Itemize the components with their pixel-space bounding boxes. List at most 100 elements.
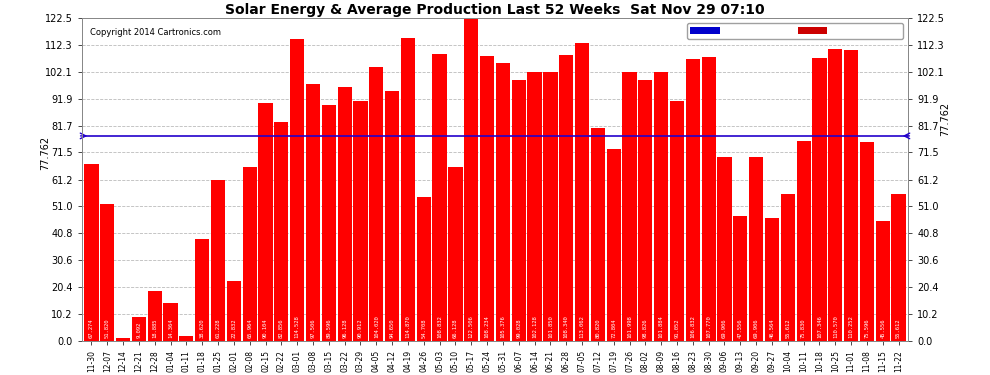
Bar [512,80,526,341]
Bar [433,54,446,341]
Bar [623,72,637,341]
Text: 98.826: 98.826 [643,319,647,338]
Bar [417,197,431,341]
Bar [797,141,811,341]
Bar [654,72,668,341]
Bar [813,58,827,341]
Text: 80.820: 80.820 [595,319,600,338]
Text: 114.528: 114.528 [295,315,300,338]
Text: 114.870: 114.870 [406,315,411,338]
Bar [749,157,763,341]
Text: 72.804: 72.804 [611,319,616,338]
Text: 110.252: 110.252 [848,315,853,338]
Text: 65.964: 65.964 [248,319,252,338]
Bar [480,56,494,341]
Text: 97.506: 97.506 [311,319,316,338]
Text: 47.556: 47.556 [738,319,742,338]
Bar [353,101,367,341]
Text: 51.820: 51.820 [105,319,110,338]
Bar [227,281,241,341]
Text: 89.596: 89.596 [327,319,332,338]
Text: 101.884: 101.884 [658,315,663,338]
Text: 67.274: 67.274 [89,319,94,338]
Text: 22.832: 22.832 [232,319,237,338]
Bar [448,166,462,341]
Text: 61.228: 61.228 [216,319,221,338]
Text: 14.364: 14.364 [168,319,173,338]
Bar [496,63,510,341]
Bar [195,239,209,341]
Bar [702,57,716,341]
Bar [544,72,557,341]
Text: 38.620: 38.620 [200,319,205,338]
Bar [306,84,320,341]
Text: 90.104: 90.104 [263,319,268,338]
Bar [591,128,605,341]
Text: 46.564: 46.564 [769,319,774,338]
Bar [401,38,415,341]
Bar [163,303,177,341]
Bar [369,67,383,341]
Bar [274,123,288,341]
Bar [765,218,779,341]
Bar [891,194,906,341]
Bar [116,338,130,341]
Text: 107.770: 107.770 [706,315,711,338]
Text: 90.912: 90.912 [358,319,363,338]
Bar [243,167,256,341]
Text: Copyright 2014 Cartronics.com: Copyright 2014 Cartronics.com [90,28,221,37]
Text: 66.128: 66.128 [453,319,458,338]
Text: 105.376: 105.376 [500,315,506,338]
Text: 75.596: 75.596 [864,319,869,338]
Bar [686,59,700,341]
Text: 9.092: 9.092 [137,322,142,338]
Text: 108.340: 108.340 [563,315,568,338]
Bar [211,180,225,341]
Text: 108.832: 108.832 [438,315,443,338]
Text: 110.570: 110.570 [833,315,838,338]
Text: 91.052: 91.052 [674,319,679,338]
Bar [322,105,336,341]
Text: 77.762: 77.762 [40,136,50,170]
Text: 69.906: 69.906 [722,319,727,338]
Text: 18.885: 18.885 [152,319,157,338]
Bar [875,221,890,341]
Bar [148,291,161,341]
Text: 104.020: 104.020 [374,315,379,338]
Text: 82.856: 82.856 [279,319,284,338]
Legend: Average  (kWh), Weekly  (kWh): Average (kWh), Weekly (kWh) [687,23,903,39]
Bar [290,39,304,341]
Bar [781,194,795,341]
Text: 77.762: 77.762 [940,102,950,136]
Bar [718,157,732,341]
Text: 75.830: 75.830 [801,319,806,338]
Bar [860,142,874,341]
Bar [338,87,351,341]
Text: 94.650: 94.650 [390,319,395,338]
Text: 55.612: 55.612 [896,319,901,338]
Bar [258,104,272,341]
Text: 122.506: 122.506 [468,315,474,338]
Bar [132,317,146,341]
Text: 102.128: 102.128 [532,315,537,338]
Text: 113.062: 113.062 [579,315,584,338]
Text: 96.128: 96.128 [343,319,347,338]
Text: 106.832: 106.832 [690,315,695,338]
Bar [670,101,684,341]
Bar [179,336,193,341]
Text: 108.234: 108.234 [484,315,490,338]
Text: 99.028: 99.028 [516,319,522,338]
Bar [734,216,747,341]
Bar [639,80,652,341]
Text: 101.850: 101.850 [547,315,552,338]
Text: 45.556: 45.556 [880,319,885,338]
Bar [829,50,842,341]
Title: Solar Energy & Average Production Last 52 Weeks  Sat Nov 29 07:10: Solar Energy & Average Production Last 5… [225,3,765,17]
Bar [464,18,478,341]
Bar [607,149,621,341]
Text: 69.906: 69.906 [753,319,758,338]
Text: 101.998: 101.998 [627,315,632,338]
Text: 55.612: 55.612 [785,319,790,338]
Bar [575,43,589,341]
Bar [528,72,542,341]
